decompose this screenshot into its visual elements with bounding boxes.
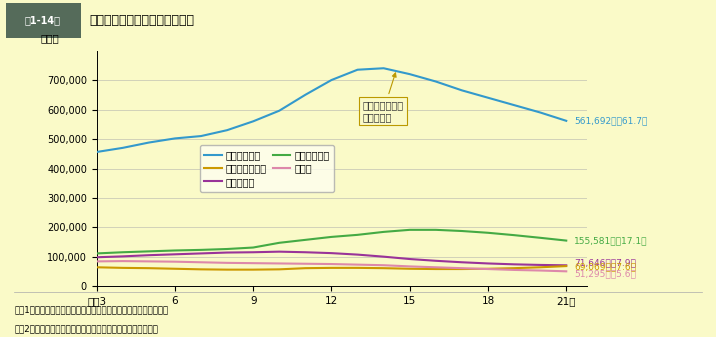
Text: 69,069人（7.6）: 69,069人（7.6） [574, 262, 636, 271]
Text: 2　（　）内は，状態別負傷者数の構成率（％）である。: 2 （ ）内は，状態別負傷者数の構成率（％）である。 [14, 324, 158, 333]
Text: 51,295人（5.6）: 51,295人（5.6） [574, 270, 636, 279]
Text: 状態別交通事故負傷者数の推移: 状態別交通事故負傷者数の推移 [90, 14, 195, 27]
FancyBboxPatch shape [6, 3, 81, 38]
Text: 155,581人（17.1）: 155,581人（17.1） [574, 236, 647, 245]
Text: 561,692人（61.7）: 561,692人（61.7） [574, 116, 647, 125]
Text: 自動車乗車中の
減少が顕著: 自動車乗車中の 減少が顕著 [363, 73, 404, 122]
Legend: 自動車乗車中, 自動二輪乗車中, 原付乗車中, 自転車乗用中, 歩行中: 自動車乗車中, 自動二輪乗車中, 原付乗車中, 自転車乗用中, 歩行中 [200, 145, 334, 191]
Text: 注　1　警察庁資料による。ただし，「その他」は省略している。: 注 1 警察庁資料による。ただし，「その他」は省略している。 [14, 305, 168, 314]
Text: （人）: （人） [40, 33, 59, 43]
Text: 第1-14図: 第1-14図 [25, 15, 61, 25]
Text: 71,646人（7.9）: 71,646人（7.9） [574, 258, 636, 267]
